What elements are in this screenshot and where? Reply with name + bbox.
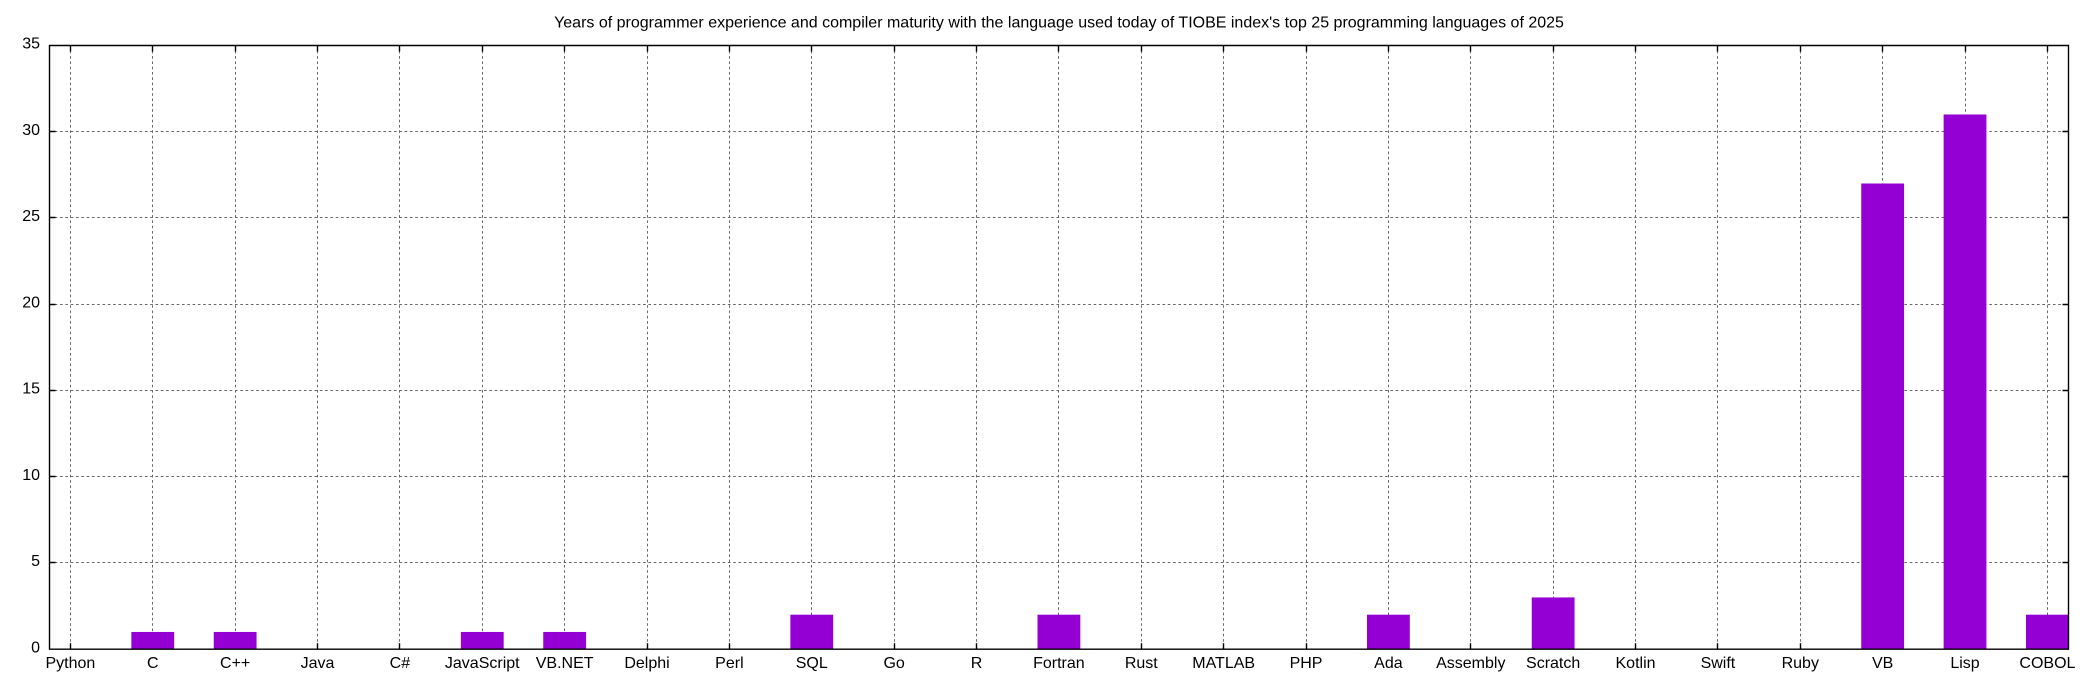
svg-text:Ruby: Ruby — [1782, 655, 1819, 672]
svg-text:Kotlin: Kotlin — [1616, 655, 1656, 672]
svg-text:25: 25 — [22, 208, 40, 225]
svg-text:MATLAB: MATLAB — [1192, 655, 1255, 672]
svg-text:Rust: Rust — [1125, 655, 1158, 672]
svg-text:Delphi: Delphi — [624, 655, 669, 672]
svg-text:Swift: Swift — [1701, 655, 1736, 672]
svg-text:Ada: Ada — [1374, 655, 1403, 672]
svg-text:COBOL: COBOL — [2019, 655, 2075, 672]
svg-text:Scratch: Scratch — [1526, 655, 1580, 672]
svg-text:C: C — [147, 655, 159, 672]
svg-text:35: 35 — [22, 36, 40, 53]
svg-text:Java: Java — [301, 655, 335, 672]
svg-text:10: 10 — [22, 467, 40, 484]
svg-text:30: 30 — [22, 122, 40, 139]
svg-text:Assembly: Assembly — [1436, 655, 1505, 672]
svg-text:VB.NET: VB.NET — [536, 655, 594, 672]
svg-text:R: R — [971, 655, 983, 672]
svg-text:C#: C# — [390, 655, 411, 672]
svg-text:Perl: Perl — [715, 655, 743, 672]
svg-text:15: 15 — [22, 381, 40, 398]
svg-text:JavaScript: JavaScript — [445, 655, 520, 672]
svg-text:SQL: SQL — [796, 655, 828, 672]
svg-text:PHP: PHP — [1290, 655, 1323, 672]
svg-text:0: 0 — [31, 639, 40, 656]
svg-text:20: 20 — [22, 294, 40, 311]
svg-text:5: 5 — [31, 553, 40, 570]
svg-text:Lisp: Lisp — [1950, 655, 1979, 672]
svg-text:VB: VB — [1872, 655, 1893, 672]
svg-text:Go: Go — [883, 655, 904, 672]
svg-text:Fortran: Fortran — [1033, 655, 1085, 672]
svg-text:Python: Python — [45, 655, 95, 672]
svg-text:Years of programmer experience: Years of programmer experience and compi… — [554, 15, 1564, 32]
svg-text:C++: C++ — [220, 655, 250, 672]
